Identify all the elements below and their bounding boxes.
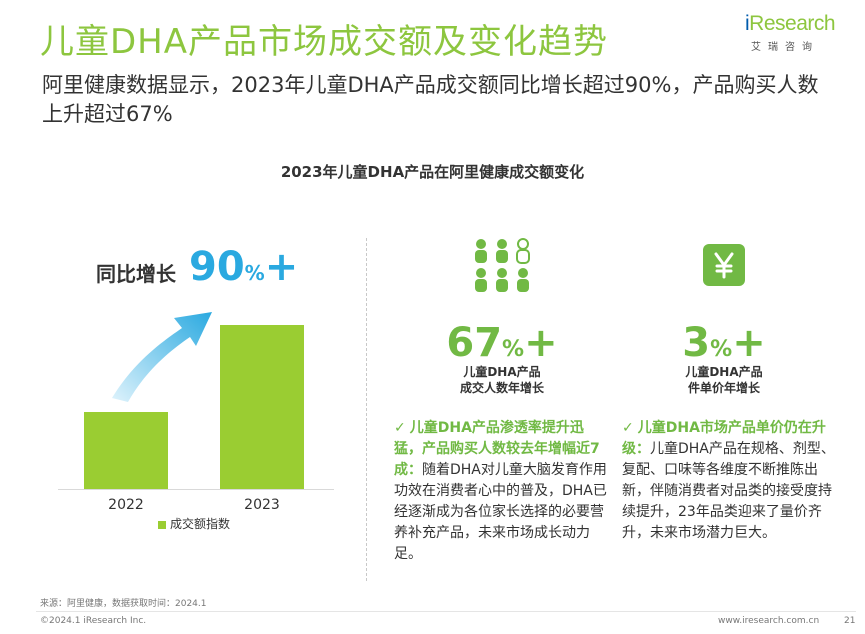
chart-legend: 成交额指数 bbox=[158, 515, 230, 532]
stat-unit-price-label: 儿童DHA产品 件单价年增长 bbox=[685, 365, 763, 395]
page-title: 儿童DHA产品市场成交额及变化趋势 bbox=[40, 22, 609, 62]
footer-divider bbox=[36, 611, 856, 612]
x-axis bbox=[58, 489, 334, 490]
insight-penetration: ✓ 儿童DHA产品渗透率提升迅猛，产品购买人数较去年增幅近7成：随着DHA对儿童大… bbox=[394, 418, 608, 565]
page-subtitle: 阿里健康数据显示，2023年儿童DHA产品成交额同比增长超过90%，产品购买人数… bbox=[42, 73, 819, 126]
page-number: 21 bbox=[844, 616, 856, 626]
x-tick-2022: 2022 bbox=[108, 497, 144, 513]
people-icon bbox=[472, 236, 532, 296]
stat-unit-price-growth: 3%+ bbox=[682, 320, 766, 366]
logo-chinese-name: 艾瑞咨询 bbox=[751, 42, 819, 53]
section-divider bbox=[366, 238, 367, 581]
growth-label: 同比增长 bbox=[96, 262, 176, 286]
website-link[interactable]: www.iresearch.com.cn bbox=[718, 616, 820, 626]
chart-title: 2023年儿童DHA产品在阿里健康成交额变化 bbox=[280, 163, 585, 181]
insight-body: 随着DHA对儿童大脑发育作用功效在消费者心中的普及，DHA已经逐渐成为各位家长选… bbox=[394, 462, 607, 562]
yen-icon bbox=[703, 244, 745, 286]
legend-label: 成交额指数 bbox=[170, 517, 231, 531]
x-tick-2023: 2023 bbox=[244, 497, 280, 513]
stat-buyers-label: 儿童DHA产品 成交人数年增长 bbox=[459, 365, 544, 395]
bar-2023 bbox=[220, 325, 304, 489]
legend-swatch bbox=[158, 520, 166, 529]
source-note: 来源：阿里健康，数据获取时间：2024.1 bbox=[40, 599, 207, 609]
copyright: ©2024.1 iResearch Inc. bbox=[40, 616, 147, 626]
logo-wordmark: iResearch bbox=[745, 12, 836, 35]
check-icon: ✓ bbox=[622, 420, 634, 436]
growth-value: 90%+ bbox=[189, 244, 299, 290]
insight-body: 儿童DHA产品在规格、剂型、复配、口味等各维度不断推陈出新，伴随消费者对品类的接… bbox=[622, 441, 835, 541]
iresearch-logo: iResearch 艾瑞咨询 bbox=[745, 8, 855, 58]
bar-2022 bbox=[84, 412, 168, 489]
check-icon: ✓ bbox=[394, 420, 406, 436]
insight-highlight: 儿童DHA市场产品单价仍在升级： bbox=[622, 420, 826, 457]
insight-highlight: 儿童DHA产品渗透率提升迅猛，产品购买人数较去年增幅近7成： bbox=[394, 420, 600, 478]
insight-unit-price: ✓ 儿童DHA市场产品单价仍在升级：儿童DHA产品在规格、剂型、复配、口味等各维度… bbox=[622, 418, 836, 544]
stat-buyers-growth: 67%+ bbox=[446, 320, 558, 366]
